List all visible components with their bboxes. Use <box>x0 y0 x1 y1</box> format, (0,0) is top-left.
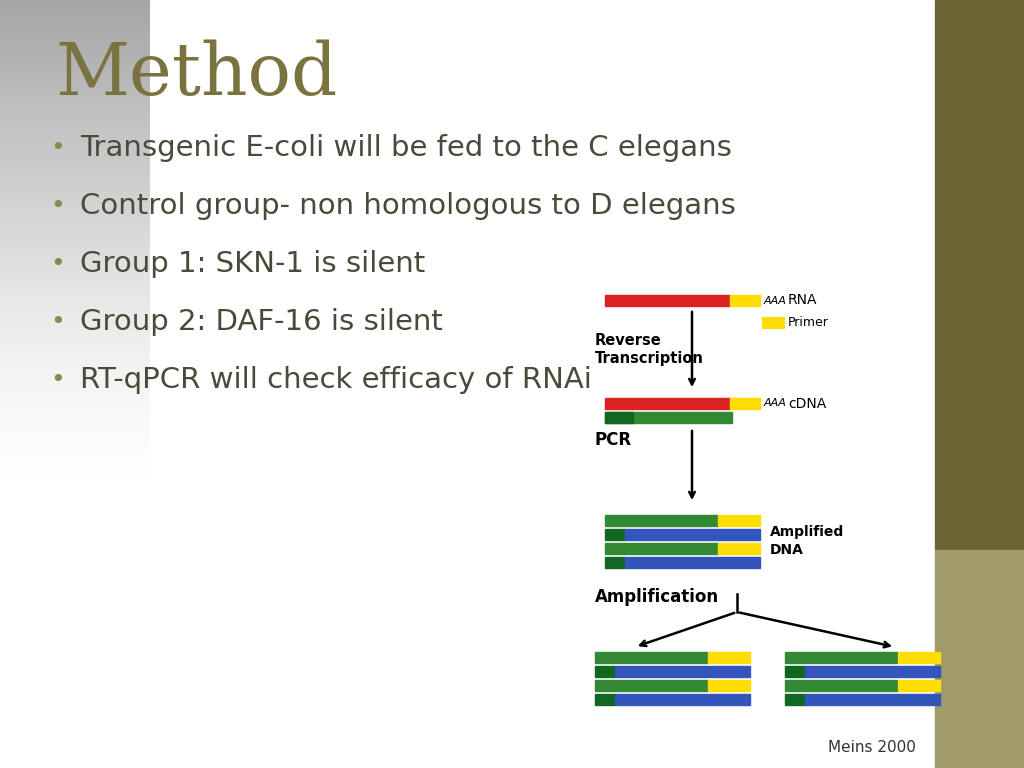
Text: Group 2: DAF-16 is silent: Group 2: DAF-16 is silent <box>80 308 442 336</box>
Text: Reverse
Transcription: Reverse Transcription <box>595 333 703 366</box>
Text: Method: Method <box>55 40 337 111</box>
Text: AAA: AAA <box>764 399 786 409</box>
Bar <box>935 550 1024 768</box>
Bar <box>615 666 750 677</box>
Bar <box>718 543 760 554</box>
Bar <box>785 680 898 691</box>
Bar <box>605 398 730 409</box>
Text: RT-qPCR will check efficacy of RNAi: RT-qPCR will check efficacy of RNAi <box>80 366 592 394</box>
Bar <box>605 557 625 568</box>
Bar <box>605 529 625 540</box>
Text: •: • <box>50 252 66 276</box>
Text: RNA: RNA <box>788 293 817 307</box>
Bar <box>762 317 784 328</box>
Bar <box>605 543 718 554</box>
Text: Control group- non homologous to D elegans: Control group- non homologous to D elega… <box>80 192 736 220</box>
Bar <box>730 295 760 306</box>
Bar <box>708 652 750 663</box>
Text: Transgenic E-coli will be fed to the C elegans: Transgenic E-coli will be fed to the C e… <box>80 134 732 162</box>
Text: •: • <box>50 136 66 160</box>
Text: Group 1: SKN-1 is silent: Group 1: SKN-1 is silent <box>80 250 425 278</box>
Bar <box>595 680 708 691</box>
Bar <box>785 666 805 677</box>
Bar <box>625 557 760 568</box>
Bar <box>785 694 805 705</box>
Text: cDNA: cDNA <box>788 396 826 411</box>
Bar <box>605 412 633 423</box>
Bar <box>605 412 732 423</box>
Text: Amplification: Amplification <box>595 588 719 606</box>
Bar <box>625 529 760 540</box>
Text: •: • <box>50 368 66 392</box>
Bar <box>595 652 708 663</box>
Bar <box>615 694 750 705</box>
Text: PCR: PCR <box>595 431 632 449</box>
Bar <box>805 666 940 677</box>
Bar <box>805 694 940 705</box>
Text: Meins 2000: Meins 2000 <box>828 740 916 756</box>
Bar <box>708 680 750 691</box>
Bar <box>730 398 760 409</box>
Bar <box>935 0 1024 550</box>
Text: Amplified
DNA: Amplified DNA <box>770 525 844 558</box>
Text: •: • <box>50 310 66 334</box>
Bar <box>898 680 940 691</box>
Text: •: • <box>50 194 66 218</box>
Bar <box>605 515 718 526</box>
Text: AAA: AAA <box>764 296 786 306</box>
Text: Primer: Primer <box>788 316 828 329</box>
Bar <box>785 652 898 663</box>
Bar <box>595 694 615 705</box>
Bar <box>898 652 940 663</box>
Bar <box>605 295 730 306</box>
Bar <box>595 666 615 677</box>
Bar <box>718 515 760 526</box>
